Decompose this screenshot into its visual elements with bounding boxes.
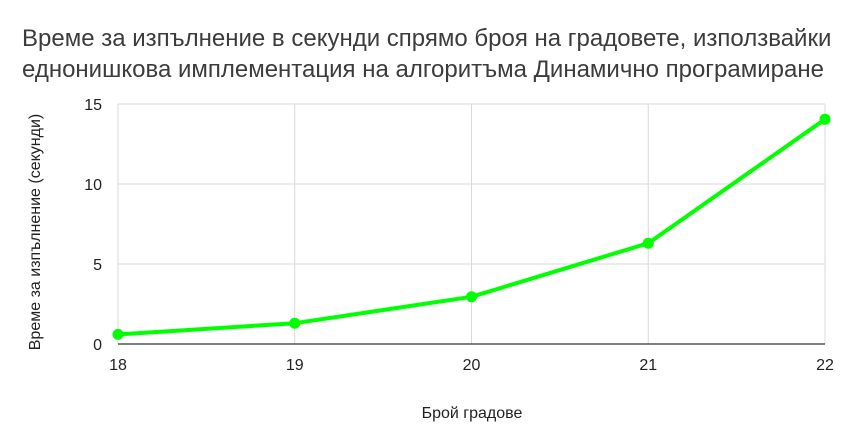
x-tick-label: 19 — [286, 357, 304, 374]
y-axis-title: Време за изпълнение (секунди) — [27, 114, 44, 350]
series-layer — [112, 113, 831, 340]
x-axis-ticks: 18 19 20 21 22 — [109, 357, 834, 374]
data-point — [289, 317, 301, 329]
x-axis-title: Брой градове — [422, 405, 523, 422]
y-tick-label: 0 — [93, 337, 102, 354]
y-axis-ticks: 0 5 10 15 — [84, 97, 102, 354]
grid-lines — [117, 103, 826, 344]
data-point — [466, 291, 477, 303]
x-tick-label: 18 — [109, 357, 127, 374]
y-tick-label: 5 — [93, 257, 102, 274]
chart-title-line-2: еднонишкова имплементация на алгоритъма … — [22, 56, 824, 83]
data-point — [112, 328, 124, 340]
x-tick-label: 21 — [639, 357, 657, 374]
x-tick-label: 20 — [463, 357, 481, 374]
chart-title-line-1: Време за изпълнение в секунди спрямо бро… — [22, 25, 831, 52]
data-point — [819, 113, 831, 125]
x-tick-label: 22 — [816, 357, 834, 374]
data-point — [642, 237, 654, 249]
y-tick-label: 10 — [84, 177, 102, 194]
y-tick-label: 15 — [84, 97, 102, 114]
